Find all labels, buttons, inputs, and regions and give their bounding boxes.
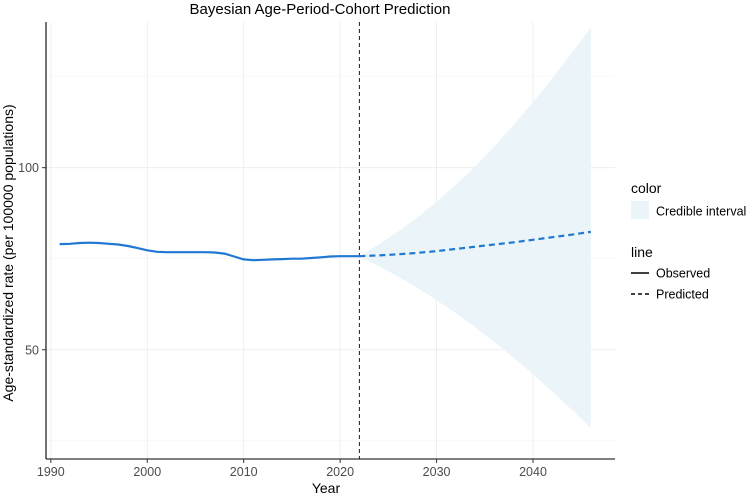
x-tick-label-2: 2010 bbox=[230, 465, 258, 479]
series-line-predicted bbox=[359, 230, 592, 258]
x-tick-label-4: 2030 bbox=[423, 465, 451, 479]
x-tick-labels: 1990 2000 2010 2020 2030 2040 bbox=[37, 465, 547, 479]
ribbon-layer bbox=[359, 27, 591, 428]
legend-title-line: line bbox=[631, 244, 653, 260]
legend-key-credible-interval bbox=[631, 201, 649, 219]
y-tick-labels: 50 100 bbox=[18, 161, 39, 357]
y-tick-label-1: 100 bbox=[18, 161, 39, 175]
series-layer bbox=[59, 230, 592, 262]
legend-label-observed: Observed bbox=[656, 267, 710, 281]
series-line-observed bbox=[59, 241, 361, 262]
legend-label-credible-interval: Credible interval bbox=[656, 205, 746, 219]
x-tick-label-1: 2000 bbox=[133, 465, 161, 479]
x-tick-label-5: 2040 bbox=[519, 465, 547, 479]
x-tick-label-0: 1990 bbox=[37, 465, 65, 479]
legend-label-predicted: Predicted bbox=[656, 288, 709, 302]
x-tick-label-3: 2020 bbox=[326, 465, 354, 479]
axes-layer bbox=[42, 22, 615, 463]
y-tick-label-0: 50 bbox=[25, 343, 39, 357]
legend-title-color: color bbox=[631, 180, 662, 196]
x-axis-title: Year bbox=[312, 480, 341, 496]
y-axis-title: Age-standardized rate (per 100000 popula… bbox=[0, 104, 16, 401]
credible-interval-ribbon bbox=[359, 27, 591, 428]
chart-title: Bayesian Age-Period-Cohort Prediction bbox=[190, 1, 451, 18]
